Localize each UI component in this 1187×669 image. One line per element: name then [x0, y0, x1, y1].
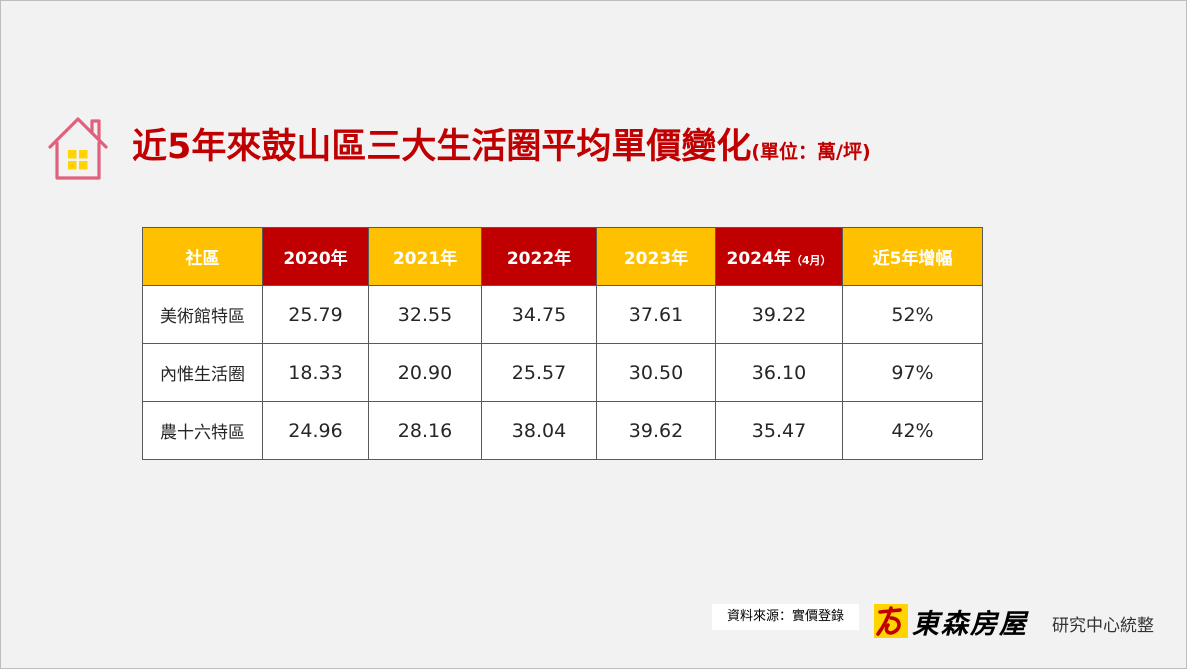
header-2023: 2023年 — [596, 227, 716, 286]
header-2021: 2021年 — [368, 227, 482, 286]
brand-mark-icon — [874, 604, 908, 638]
table-row: 農十六特區 24.96 28.16 38.04 39.62 35.47 42% — [142, 401, 983, 460]
data-source-label: 資料來源：實價登錄 — [712, 604, 859, 630]
cell-2024: 35.47 — [715, 401, 843, 460]
header-2020: 2020年 — [262, 227, 369, 286]
header-community: 社區 — [142, 227, 263, 286]
row-community: 農十六特區 — [142, 401, 263, 460]
cell-2021: 20.90 — [368, 343, 482, 402]
brand-subtitle: 研究中心統整 — [1052, 616, 1154, 636]
cell-2021: 28.16 — [368, 401, 482, 460]
cell-2022: 38.04 — [481, 401, 597, 460]
cell-2020: 24.96 — [262, 401, 369, 460]
table-header-row: 社區 2020年 2021年 2022年 2023年 2024年（4月） 近5年… — [142, 227, 983, 286]
house-icon — [48, 117, 108, 180]
table-row: 美術館特區 25.79 32.55 34.75 37.61 39.22 52% — [142, 285, 983, 344]
price-table: 社區 2020年 2021年 2022年 2023年 2024年（4月） 近5年… — [142, 227, 983, 460]
brand-name: 東森房屋 — [912, 609, 1028, 640]
title-main: 近5年來鼓山區三大生活圈平均單價變化 — [132, 127, 752, 167]
cell-2024: 36.10 — [715, 343, 843, 402]
table-row: 內惟生活圈 18.33 20.90 25.57 30.50 36.10 97% — [142, 343, 983, 402]
header-2024: 2024年（4月） — [715, 227, 843, 286]
header-growth: 近5年增幅 — [842, 227, 983, 286]
cell-growth: 42% — [842, 401, 983, 460]
page-title: 近5年來鼓山區三大生活圈平均單價變化(單位：萬/坪) — [132, 118, 871, 169]
cell-2023: 37.61 — [596, 285, 716, 344]
cell-growth: 52% — [842, 285, 983, 344]
row-community: 美術館特區 — [142, 285, 263, 344]
cell-2020: 18.33 — [262, 343, 369, 402]
cell-2023: 39.62 — [596, 401, 716, 460]
cell-2020: 25.79 — [262, 285, 369, 344]
cell-2022: 25.57 — [481, 343, 597, 402]
cell-growth: 97% — [842, 343, 983, 402]
cell-2023: 30.50 — [596, 343, 716, 402]
cell-2021: 32.55 — [368, 285, 482, 344]
title-unit: (單位：萬/坪) — [751, 141, 871, 163]
cell-2024: 39.22 — [715, 285, 843, 344]
header-2024-note: （4月） — [790, 254, 832, 267]
header-2022: 2022年 — [481, 227, 597, 286]
row-community: 內惟生活圈 — [142, 343, 263, 402]
cell-2022: 34.75 — [481, 285, 597, 344]
